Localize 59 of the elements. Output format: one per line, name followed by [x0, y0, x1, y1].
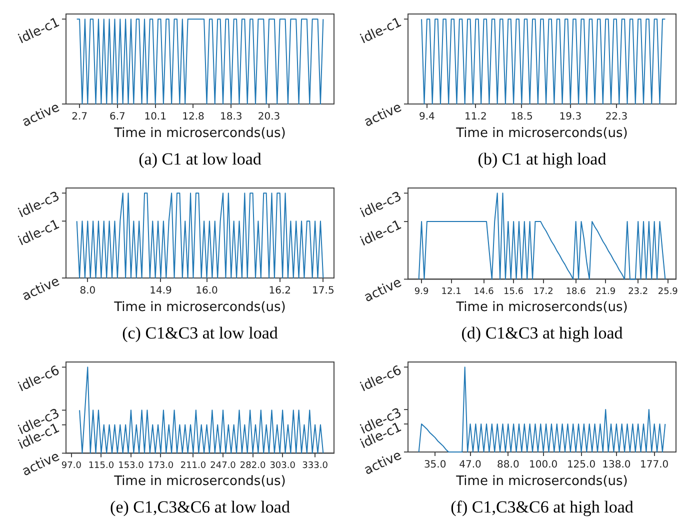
x-tick-label: 18.6 [566, 286, 586, 297]
x-tick-label: 8.0 [80, 286, 96, 297]
text: (b) C1 at high load [478, 149, 607, 168]
x-tick-label: 17.2 [533, 286, 554, 297]
x-tick-label: 16.2 [268, 286, 291, 297]
x-tick-label: 282.0 [240, 460, 266, 471]
x-tick-label: 20.3 [258, 112, 280, 123]
x-tick-label: 14.9 [150, 286, 172, 297]
x-tick-label: 47.0 [459, 460, 482, 471]
x-axis-title: Time in microserconds(us) [455, 126, 628, 142]
text: active [20, 449, 62, 480]
text: active [20, 274, 62, 304]
x-tick-label: 138.0 [602, 460, 631, 471]
x-tick-label: 21.9 [596, 286, 616, 297]
x-tick-label: 25.9 [658, 286, 678, 297]
x-tick-label: 333.0 [302, 460, 328, 471]
text: (e) C1,C3&C6 at low load [110, 497, 290, 516]
text: (d) C1&C3 at high load [461, 323, 624, 342]
text: active [20, 100, 62, 130]
text: active [362, 275, 404, 306]
x-tick-label: 97.0 [61, 460, 82, 471]
x-tick-label: 9.9 [414, 286, 429, 297]
x-axis-title: Time in microserconds(us) [455, 300, 628, 316]
x-tick-label: 100.0 [529, 460, 558, 471]
x-tick-label: 173.0 [148, 460, 174, 471]
x-axis-title: Time in microserconds(us) [113, 300, 286, 316]
x-tick-label: 6.7 [109, 112, 126, 123]
x-axis-title: Time in microserconds(us) [113, 474, 286, 490]
x-tick-label: 115.0 [88, 460, 114, 471]
x-tick-label: 18.3 [220, 112, 242, 123]
text: (c) C1&C3 at low load [122, 323, 278, 342]
text: active [362, 100, 404, 130]
text: active [362, 448, 404, 478]
text: (f) C1,C3&C6 at high load [450, 497, 634, 516]
x-tick-label: 16.0 [196, 286, 218, 297]
x-axis-title: Time in microserconds(us) [455, 474, 628, 490]
x-tick-label: 22.3 [605, 112, 628, 123]
x-tick-label: 211.0 [180, 460, 206, 471]
text: (a) C1 at low load [138, 149, 262, 168]
x-tick-label: 18.5 [510, 112, 533, 123]
x-tick-label: 35.0 [424, 460, 446, 471]
x-tick-label: 177.0 [640, 460, 669, 471]
x-tick-label: 12.8 [182, 112, 204, 123]
x-axis-title: Time in microserconds(us) [113, 126, 286, 142]
x-tick-label: 19.3 [559, 112, 582, 123]
x-tick-label: 15.6 [504, 286, 524, 297]
x-tick-label: 9.4 [418, 112, 435, 123]
x-tick-label: 17.5 [312, 286, 334, 297]
x-tick-label: 10.1 [144, 112, 166, 123]
x-tick-label: 153.0 [118, 460, 144, 471]
x-tick-label: 23.2 [628, 286, 648, 297]
x-tick-label: 303.0 [270, 460, 296, 471]
x-tick-label: 125.0 [566, 460, 596, 471]
x-tick-label: 11.2 [464, 112, 487, 123]
x-tick-label: 14.6 [474, 286, 494, 297]
x-tick-label: 12.1 [441, 286, 462, 297]
x-tick-label: 2.7 [72, 112, 88, 123]
x-tick-label: 247.0 [210, 460, 236, 471]
x-tick-label: 88.0 [497, 460, 520, 471]
